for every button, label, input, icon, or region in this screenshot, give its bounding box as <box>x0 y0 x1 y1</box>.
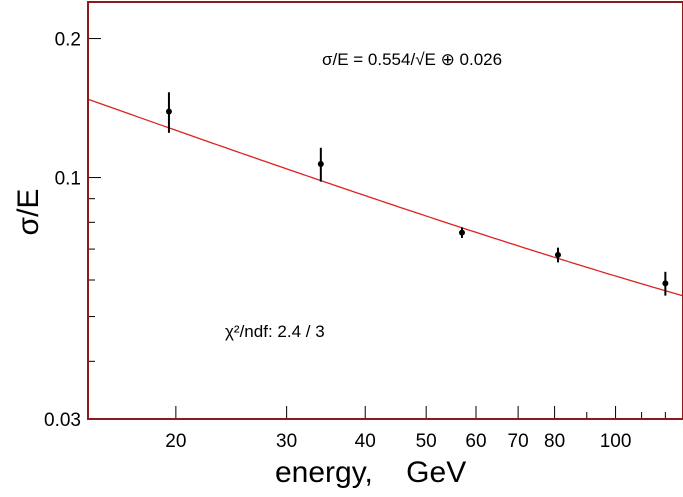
data-point <box>458 227 465 238</box>
point-marker <box>165 108 172 115</box>
y-tick-label: 0.03 <box>44 410 81 431</box>
x-tick-label: 80 <box>544 431 565 452</box>
data-point <box>317 147 324 182</box>
plot-frame <box>87 1 683 420</box>
point-marker <box>662 280 669 287</box>
x-tick-label: 20 <box>165 431 186 452</box>
x-axis-title: energy, GeV <box>275 456 466 489</box>
x-tick-label: 70 <box>508 431 529 452</box>
point-marker <box>554 251 561 258</box>
formula-annotation: σ/E = 0.554/√E ⊕ 0.026 <box>322 50 502 69</box>
y-axis-title: σ/E <box>12 189 45 236</box>
chi2-annotation: χ²/ndf: 2.4 / 3 <box>225 322 325 341</box>
point-marker <box>458 229 465 236</box>
x-tick-label: 100 <box>600 431 632 452</box>
data-point <box>554 247 561 263</box>
y-tick-label: 0.1 <box>55 169 81 190</box>
fit-curve <box>87 98 683 297</box>
x-tick-label: 50 <box>416 431 437 452</box>
data-point <box>165 92 172 133</box>
data-points <box>165 92 669 296</box>
y-tick-label: 0.2 <box>55 30 81 51</box>
tick-labels: 20 30 40 50 60 70 80 100 0.03 0.1 0.2 <box>44 30 631 452</box>
tick-marks <box>88 38 666 420</box>
point-marker <box>317 160 324 167</box>
x-tick-label: 60 <box>465 431 486 452</box>
x-tick-label: 30 <box>276 431 297 452</box>
x-tick-label: 40 <box>355 431 376 452</box>
data-point <box>662 271 669 296</box>
